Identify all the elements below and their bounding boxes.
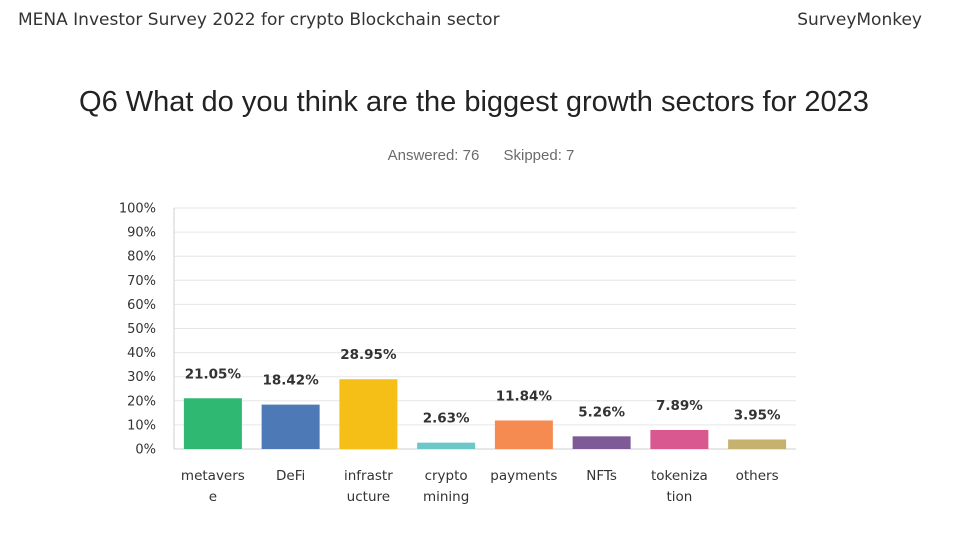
y-tick-label: 40%	[127, 346, 156, 361]
bar-value-label: 7.89%	[656, 398, 703, 414]
x-category-label: mining	[423, 489, 469, 505]
bar-value-label: 28.95%	[340, 347, 397, 363]
x-category-label: ucture	[347, 489, 390, 505]
y-tick-label: 10%	[127, 418, 156, 433]
y-tick-label: 100%	[119, 202, 156, 217]
bar	[494, 420, 553, 449]
x-category-label: NFTs	[586, 468, 617, 484]
bar-value-label: 11.84%	[496, 388, 553, 404]
question-title: Q6 What do you think are the biggest gro…	[79, 86, 869, 118]
bar-value-label: 3.95%	[734, 407, 781, 423]
bar	[650, 429, 709, 449]
x-category-label: others	[736, 468, 779, 484]
bar	[261, 404, 320, 449]
response-stats: Answered: 76 Skipped: 7	[0, 147, 962, 164]
x-category-label: payments	[490, 468, 557, 484]
brand-name: SurveyMonkey	[797, 10, 922, 30]
y-tick-label: 60%	[127, 298, 156, 313]
y-tick-label: 50%	[127, 322, 156, 337]
x-category-label: crypto	[425, 468, 468, 484]
x-category-label: metavers	[181, 468, 245, 484]
y-tick-label: 80%	[127, 250, 156, 265]
y-tick-label: 30%	[127, 370, 156, 385]
bar	[728, 439, 787, 449]
answered-count: Answered: 76	[387, 147, 480, 164]
bar-value-label: 5.26%	[578, 404, 625, 420]
bar	[339, 379, 398, 449]
bar	[183, 398, 242, 449]
bar-value-label: 18.42%	[263, 373, 320, 389]
y-tick-label: 0%	[135, 443, 156, 458]
x-category-label: infrastr	[344, 468, 393, 484]
x-category-label: tokeniza	[651, 468, 708, 484]
y-tick-label: 90%	[127, 226, 156, 241]
y-tick-label: 20%	[127, 394, 156, 409]
x-category-label: DeFi	[276, 468, 305, 484]
bar-value-label: 2.63%	[423, 411, 470, 427]
bar-value-label: 21.05%	[185, 366, 242, 382]
x-category-label: e	[209, 489, 217, 505]
skipped-count: Skipped: 7	[503, 147, 575, 164]
survey-title: MENA Investor Survey 2022 for crypto Blo…	[18, 10, 500, 30]
y-tick-label: 70%	[127, 274, 156, 289]
bar	[417, 442, 476, 449]
bar	[572, 436, 631, 449]
x-category-label: tion	[666, 489, 692, 505]
